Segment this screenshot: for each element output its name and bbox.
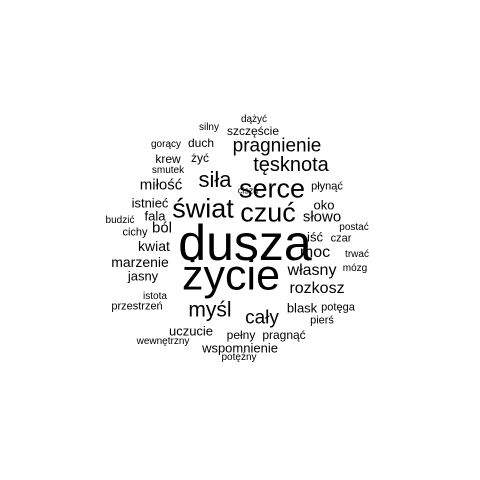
word: przestrzeń [111,300,163,313]
word: duch [187,136,215,150]
word: moc [299,244,331,261]
word: słowo [302,208,342,226]
word: wspomnienie [202,340,278,356]
word: czar [330,232,352,245]
word: silny [198,122,220,133]
word: szczęście [226,124,280,138]
word: pragnienie [232,135,322,157]
word: istota [143,291,167,302]
word: myśl [188,298,232,322]
word: ból [151,219,173,237]
word: tęsknota [253,154,329,176]
word: czuć [240,197,296,228]
word: żyć [191,151,209,165]
word: mózg [342,263,368,274]
word: jasny [127,268,159,284]
word: życie [182,251,280,300]
word: cichy [122,226,148,239]
word: dążyć [240,114,268,125]
word: miłość [139,176,183,194]
word: pełny [226,328,256,342]
word: oko [313,197,335,213]
word: iść [307,229,323,245]
word: własny [287,262,337,279]
word: rozkosz [289,280,345,297]
word: pragnąć [262,328,306,342]
word: kwiat [138,238,170,254]
word: siła [198,167,232,192]
word: krew [155,152,181,166]
word: fala [144,208,166,224]
word: istnieć [131,195,169,211]
word: serce [238,173,306,204]
word: postać [339,222,369,233]
word: świat [172,193,234,224]
word: smutek [151,165,185,176]
word: cały [245,307,279,329]
word: budzić [105,215,135,226]
word: pierś [310,314,334,327]
word: cisza [237,185,259,196]
word: wewnętrzny [136,336,190,347]
word: potężny [221,352,257,363]
word: trwać [345,249,369,260]
word: płynąć [311,180,343,193]
word: gorący [150,139,182,150]
word: marzenie [111,254,169,270]
word: blask [286,300,318,316]
word: uczucie [168,323,214,339]
word: potęga [321,301,355,314]
word: dusza [178,215,312,271]
